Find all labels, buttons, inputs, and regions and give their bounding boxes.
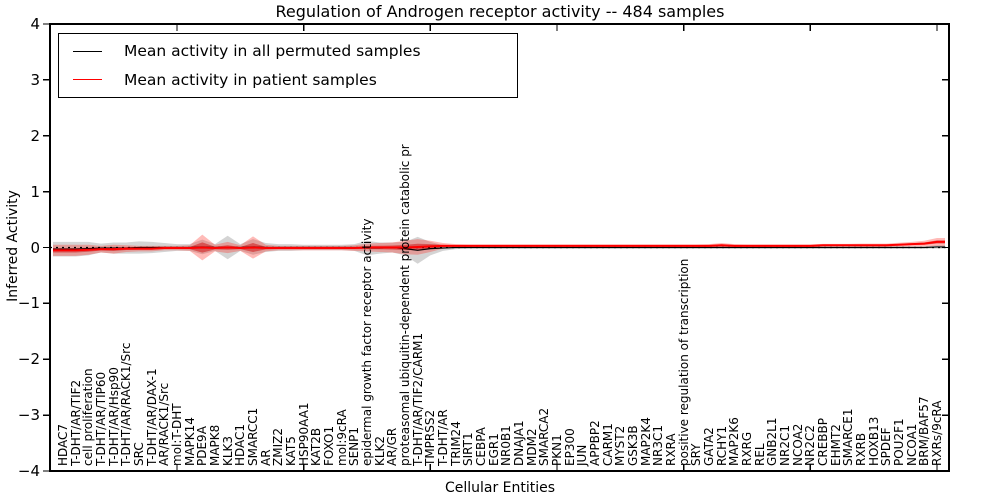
x-tick-label: T-DHT/AR/TIF2 (68, 379, 83, 466)
x-tick-label: mol:9cRA (334, 409, 349, 466)
x-tick-label: TMPRSS2 (423, 409, 438, 466)
x-tick-label: T-DHT/AR/DAX-1 (144, 368, 159, 466)
x-tick-label: KLK3 (220, 435, 235, 466)
x-tick-label: RXRB (854, 432, 868, 466)
x-tick-label: AR/GR (385, 427, 400, 466)
x-tick-label: epidermal growth factor receptor activit… (360, 218, 374, 466)
legend-line-sample-red (73, 79, 102, 81)
x-tick-label: ZMIZ2 (271, 428, 286, 466)
x-tick-label: CEBPA (474, 427, 488, 466)
x-tick-label: DNAJA1 (512, 420, 526, 466)
x-tick-label: HDAC7 (56, 423, 70, 466)
x-tick-label: RXRA (664, 433, 678, 466)
x-tick-label: NCOA2 (790, 423, 805, 466)
chart-title: Regulation of Androgen receptor activity… (275, 2, 725, 21)
legend-label-permuted: Mean activity in all permuted samples (124, 42, 421, 61)
y-tick-label: −3 (17, 406, 40, 425)
y-tick-label: 0 (30, 238, 40, 257)
x-tick-label: PKN1 (550, 434, 564, 466)
x-tick-label: T-DHT/AR/TIP60 (94, 371, 108, 466)
y-tick-label: 2 (30, 126, 40, 145)
x-tick-label: RXRG (740, 431, 754, 466)
x-tick-label: HDAC1 (233, 423, 248, 466)
y-axis-label: Inferred Activity (5, 190, 21, 302)
x-tick-label: SMARCC1 (246, 407, 260, 466)
x-tick-label: GNB2L1 (765, 417, 780, 466)
x-tick-label: SIRT1 (461, 432, 476, 466)
x-tick-label: NR2C1 (778, 425, 792, 466)
y-tick-label: 3 (30, 70, 40, 89)
x-tick-label: EHMT2 (828, 424, 843, 466)
legend-item-patient: Mean activity in patient samples (59, 71, 517, 89)
x-tick-label: CREBBP (816, 418, 830, 466)
x-tick-label: MAP2K6 (727, 417, 742, 466)
x-tick-label: GATA2 (702, 427, 716, 466)
x-tick-label: NR3C1 (651, 425, 666, 466)
x-tick-label: KLK2 (372, 435, 387, 466)
x-tick-label: RCHY1 (714, 425, 729, 466)
x-tick-label: TRIM24 (448, 421, 463, 466)
x-tick-label: NR0B1 (499, 425, 514, 466)
x-tick-label: mol:T-DHT (170, 403, 184, 466)
x-tick-label: SMARCA2 (537, 407, 552, 466)
y-tick-label: 1 (30, 182, 40, 201)
x-tick-label: PDE9A (195, 426, 210, 466)
x-tick-label: SMARCE1 (841, 408, 856, 466)
x-tick-label: HOXB13 (866, 416, 881, 466)
x-tick-label: HSP90AA1 (296, 402, 311, 466)
x-tick-label: cell proliferation (81, 368, 96, 466)
x-tick-label: MAPK14 (182, 417, 197, 466)
x-tick-label: T-DHT/AR/RACK1/Src (119, 342, 134, 466)
x-tick-label: KAT2B (309, 427, 324, 466)
x-tick-label: EGR1 (486, 433, 501, 466)
x-tick-label: MDM2 (524, 428, 539, 466)
legend-label-patient: Mean activity in patient samples (124, 70, 377, 89)
x-tick-label: RXRs/9cRA (930, 400, 944, 466)
x-tick-label: FOXO1 (322, 425, 336, 466)
x-tick-label: MAPK8 (208, 424, 222, 466)
x-tick-label: T-DHT/AR/Hsp90 (106, 367, 121, 466)
y-tick-label: −4 (17, 462, 40, 480)
legend: Mean activity in all permuted samples Me… (58, 33, 518, 98)
x-tick-label: AR (258, 449, 273, 466)
y-tick-label: −2 (17, 350, 40, 369)
x-tick-label: SRY (689, 443, 704, 466)
x-tick-label: GSK3B (626, 425, 640, 466)
x-tick-label: SENP1 (347, 426, 362, 466)
x-tick-label: JUN (575, 444, 590, 466)
x-tick-label: CARM1 (600, 423, 615, 466)
legend-item-permuted: Mean activity in all permuted samples (59, 42, 517, 60)
x-tick-label: REL (752, 443, 767, 466)
x-tick-label: SPDEF (879, 427, 894, 466)
x-tick-label: T-DHT/AR/TIF2/CARM1 (410, 332, 425, 466)
y-tick-label: −1 (17, 294, 40, 313)
y-tick-label: 4 (30, 15, 40, 33)
x-tick-label: SRC (132, 442, 146, 466)
x-tick-label: MAP2K4 (638, 417, 653, 466)
x-tick-label: positive regulation of transcription (676, 258, 691, 466)
x-tick-label: KAT5 (284, 436, 298, 466)
x-tick-label: T-DHT/AR (436, 409, 450, 466)
legend-line-sample-black (73, 50, 102, 52)
x-tick-label: AR/RACK1/Src (157, 382, 172, 466)
x-tick-label: APPBP2 (588, 420, 602, 466)
x-tick-label: NR2C2 (803, 425, 818, 466)
x-tick-label: NCOA1 (904, 423, 919, 466)
x-axis-label: Cellular Entities (444, 480, 556, 496)
x-tick-label: EP300 (562, 428, 577, 466)
x-tick-label: BRM/BAF57 (917, 396, 932, 466)
x-tick-label: MYST2 (613, 425, 628, 466)
x-tick-label: POU2F1 (892, 418, 906, 466)
x-tick-label: proteasomal ubiquitin-dependent protein … (398, 144, 412, 466)
